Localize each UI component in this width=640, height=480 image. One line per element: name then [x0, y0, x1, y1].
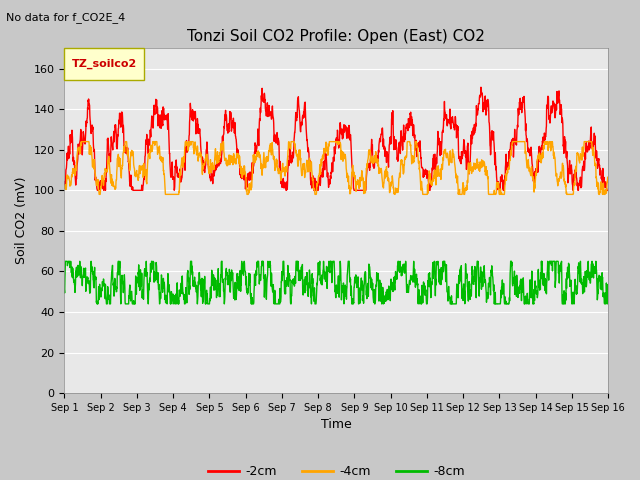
-4cm — [604, 174, 612, 180]
-2cm — [477, 84, 484, 90]
-4cm — [364, 156, 372, 162]
-2cm — [604, 187, 612, 193]
-8cm — [93, 301, 101, 307]
-2cm — [61, 180, 68, 185]
Text: No data for f_CO2E_4: No data for f_CO2E_4 — [6, 12, 125, 23]
Y-axis label: Soil CO2 (mV): Soil CO2 (mV) — [15, 177, 28, 264]
Legend: -2cm, -4cm, -8cm: -2cm, -4cm, -8cm — [203, 460, 470, 480]
-8cm — [212, 295, 220, 300]
Line: -8cm: -8cm — [65, 261, 608, 304]
-8cm — [604, 286, 612, 292]
-4cm — [495, 180, 502, 185]
-8cm — [61, 258, 69, 264]
-2cm — [364, 164, 372, 170]
-8cm — [364, 288, 372, 293]
-8cm — [572, 282, 579, 288]
Line: -2cm: -2cm — [65, 87, 608, 190]
Title: Tonzi Soil CO2 Profile: Open (East) CO2: Tonzi Soil CO2 Profile: Open (East) CO2 — [188, 29, 485, 44]
-4cm — [61, 184, 68, 190]
-2cm — [557, 111, 564, 117]
-8cm — [61, 288, 68, 293]
Text: TZ_soilco2: TZ_soilco2 — [72, 59, 137, 69]
-4cm — [95, 192, 103, 197]
-8cm — [353, 277, 360, 283]
X-axis label: Time: Time — [321, 419, 351, 432]
-8cm — [557, 265, 564, 271]
Line: -4cm: -4cm — [65, 142, 608, 194]
-4cm — [353, 180, 360, 186]
-2cm — [93, 187, 101, 193]
-2cm — [212, 167, 220, 172]
-8cm — [495, 301, 502, 307]
-4cm — [572, 165, 579, 171]
-2cm — [352, 187, 360, 193]
-2cm — [572, 166, 579, 171]
-2cm — [495, 180, 502, 186]
-4cm — [557, 169, 564, 175]
-4cm — [212, 156, 220, 162]
-4cm — [77, 139, 85, 144]
